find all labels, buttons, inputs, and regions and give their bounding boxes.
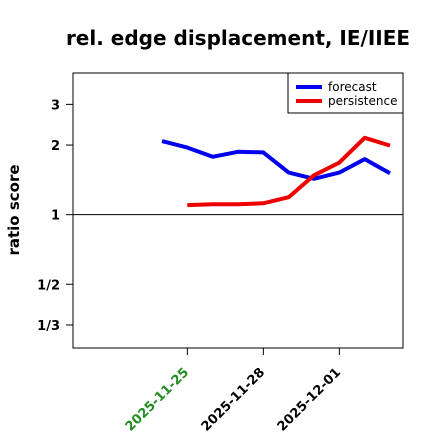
y-tick-label: 1/2 — [37, 278, 60, 293]
y-axis-label: ratio score — [5, 164, 23, 255]
legend-label-persistence: persistence — [328, 94, 397, 108]
series-line-persistence — [187, 135, 391, 208]
x-tick-label: 2025-11-25 — [123, 365, 192, 434]
y-axis: 1/3 1/2 1 2 3 — [37, 98, 73, 334]
y-tick-label: 2 — [51, 139, 60, 154]
legend: forecast persistence — [287, 72, 404, 114]
x-tick-label: 2025-11-28 — [199, 365, 268, 434]
x-axis: 2025-11-25 2025-11-28 2025-12-01 — [123, 348, 344, 435]
y-tick-label: 1 — [51, 209, 60, 224]
x-tick-label: 2025-12-01 — [275, 365, 344, 434]
y-tick-label: 3 — [51, 98, 60, 113]
legend-box — [287, 72, 404, 114]
chart-title: rel. edge displacement, IE/IIEE — [66, 26, 410, 50]
series-layer — [161, 135, 391, 208]
series-line-forecast — [161, 139, 391, 181]
legend-label-forecast: forecast — [328, 80, 377, 94]
plot-area — [72, 72, 404, 349]
y-tick-label: 1/3 — [37, 319, 60, 334]
